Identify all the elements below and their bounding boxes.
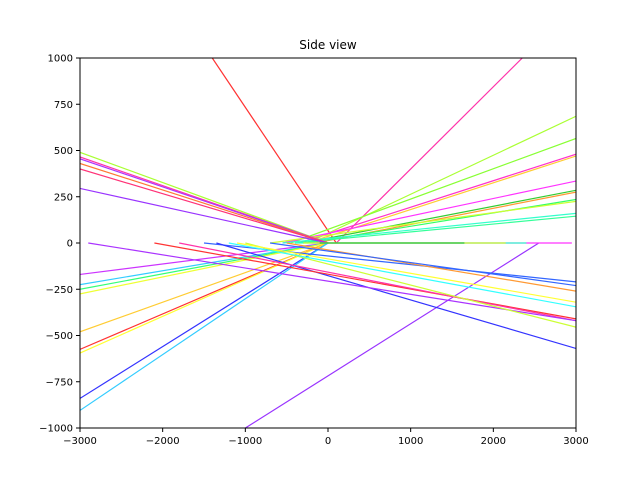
series-line-36: [154, 242, 576, 320]
series-line-28: [80, 242, 329, 411]
series-line-2: [335, 58, 523, 244]
y-axis: −1000 −750 −500 −250 0 250 500 750 1000: [39, 54, 80, 435]
series-line-38: [88, 242, 576, 322]
series-line-3: [307, 115, 576, 244]
chart-title: Side view: [299, 38, 357, 52]
x-axis: −3000 −2000 −1000 0 1000 2000 3000: [63, 428, 589, 447]
series-line-13: [294, 215, 576, 244]
series-line-21: [80, 242, 329, 286]
x-tick-label: −1000: [228, 436, 262, 447]
y-tick-label: 500: [54, 146, 73, 157]
series-line-1: [211, 58, 337, 244]
y-tick-label: −750: [46, 377, 73, 388]
series-line-4: [290, 137, 576, 244]
series-line-22: [80, 242, 329, 290]
x-tick-label: 0: [325, 436, 331, 447]
y-tick-label: 1000: [48, 54, 73, 65]
y-tick-label: −500: [46, 331, 73, 342]
series-line-27: [80, 242, 329, 399]
series-line-35: [216, 242, 576, 350]
series-layer: [80, 58, 576, 428]
series-line-14: [80, 151, 329, 244]
y-tick-label: 750: [54, 100, 73, 111]
series-line-8: [303, 189, 576, 244]
y-tick-label: 0: [67, 239, 73, 250]
series-line-20: [80, 242, 329, 276]
series-line-26: [80, 242, 329, 354]
series-line-11: [270, 200, 576, 244]
y-tick-label: 250: [54, 192, 73, 203]
y-tick-label: −250: [46, 285, 73, 296]
series-line-19: [80, 187, 329, 244]
series-line-43: [270, 242, 576, 287]
x-tick-label: 1000: [398, 436, 423, 447]
x-tick-label: −2000: [146, 436, 180, 447]
series-line-41: [286, 242, 576, 292]
series-line-40: [228, 242, 576, 308]
series-line-7: [282, 180, 576, 244]
y-tick-label: −1000: [39, 424, 73, 435]
series-line-39: [245, 242, 576, 328]
series-line-5: [298, 153, 576, 244]
series-line-42: [236, 242, 576, 303]
series-line-37: [179, 242, 576, 322]
series-line-18: [80, 168, 329, 244]
series-line-24: [80, 242, 329, 333]
series-line-12: [282, 212, 576, 244]
series-line-17: [80, 162, 329, 244]
x-tick-label: 2000: [481, 436, 506, 447]
series-line-16: [80, 158, 329, 244]
x-tick-label: 3000: [563, 436, 588, 447]
x-tick-label: −3000: [63, 436, 97, 447]
